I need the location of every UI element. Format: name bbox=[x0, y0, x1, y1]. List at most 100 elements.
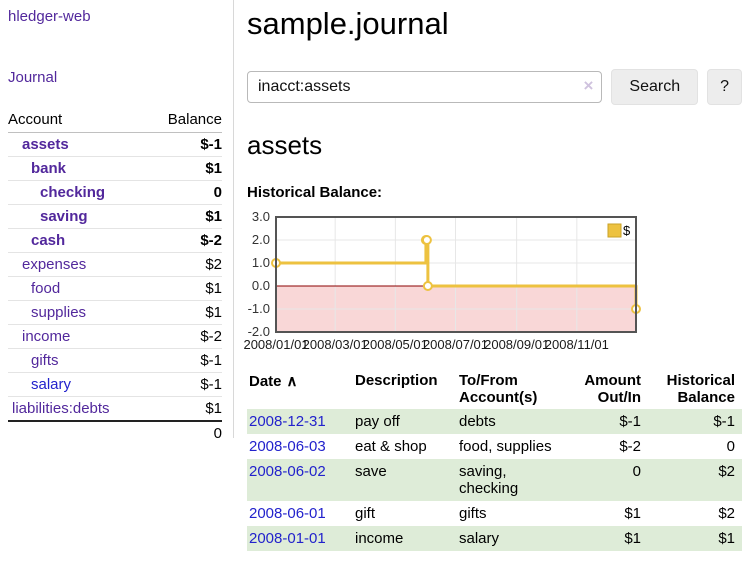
account-link-gifts[interactable]: gifts bbox=[31, 352, 59, 369]
transaction-date-link[interactable]: 2008-06-03 bbox=[249, 438, 326, 455]
app-title-link[interactable]: hledger-web bbox=[8, 8, 91, 25]
account-balance: $1 bbox=[147, 300, 222, 325]
transaction-date-link[interactable]: 2008-01-01 bbox=[249, 530, 326, 547]
transaction-amount: 0 bbox=[632, 463, 641, 480]
main-panel: sample.journal × Search ? assets Histori… bbox=[234, 0, 742, 551]
transaction-description: pay off bbox=[355, 413, 400, 430]
svg-text:3.0: 3.0 bbox=[252, 209, 270, 224]
app-title: hledger-web bbox=[8, 8, 223, 26]
account-link-income[interactable]: income bbox=[22, 328, 71, 345]
account-row-salary: salary $-1 bbox=[8, 372, 222, 397]
svg-text:0.0: 0.0 bbox=[252, 278, 270, 293]
account-row-cash: cash $-2 bbox=[8, 228, 222, 253]
register-row: 2008-12-31 pay off debts $-1 $-1 bbox=[247, 409, 742, 434]
help-button[interactable]: ? bbox=[707, 69, 742, 105]
account-link-bank[interactable]: bank bbox=[31, 160, 67, 177]
account-row-food: food $1 bbox=[8, 276, 222, 301]
transaction-balance: $2 bbox=[718, 505, 735, 522]
account-link-supplies[interactable]: supplies bbox=[31, 304, 87, 321]
svg-text:1.0: 1.0 bbox=[252, 255, 270, 270]
account-link-liabilities-debts[interactable]: liabilities:debts bbox=[12, 400, 110, 417]
search-form: × Search ? bbox=[247, 69, 742, 105]
sidebar: hledger-web Journal Account Balance asse… bbox=[0, 0, 234, 442]
svg-text:2008/01/01: 2008/01/01 bbox=[243, 337, 308, 352]
accounts-total: 0 bbox=[213, 425, 222, 442]
account-row-saving: saving $1 bbox=[8, 204, 222, 229]
accounts-total-row: 0 bbox=[8, 421, 222, 445]
transaction-description: save bbox=[355, 463, 387, 480]
sidebar-item-journal: Journal bbox=[8, 69, 223, 87]
account-row-checking: checking 0 bbox=[8, 180, 222, 205]
transaction-accounts: salary bbox=[459, 530, 500, 547]
account-balance: $2 bbox=[147, 252, 222, 277]
transaction-date-link[interactable]: 2008-12-31 bbox=[249, 413, 326, 430]
account-balance: $-1 bbox=[147, 372, 222, 397]
account-row-bank: bank $1 bbox=[8, 156, 222, 181]
transaction-accounts: food, supplies bbox=[459, 438, 552, 455]
transaction-balance: $2 bbox=[718, 463, 735, 480]
search-input-wrap: × bbox=[247, 71, 603, 103]
account-balance: $-1 bbox=[147, 348, 222, 373]
register-header-date[interactable]: Date ∧ bbox=[247, 369, 347, 409]
account-balance: $1 bbox=[147, 204, 222, 229]
transaction-description: eat & shop bbox=[355, 438, 427, 455]
register-header-description: Description bbox=[355, 372, 438, 389]
account-balance: 0 bbox=[147, 180, 222, 205]
svg-text:2008/05/01: 2008/05/01 bbox=[363, 337, 428, 352]
account-balance: $-2 bbox=[147, 324, 222, 349]
register-header-row: Date ∧ Description To/From Account(s) Amo… bbox=[247, 369, 742, 409]
svg-text:2008/03/01: 2008/03/01 bbox=[303, 337, 368, 352]
svg-text:-1.0: -1.0 bbox=[248, 301, 270, 316]
account-link-checking[interactable]: checking bbox=[40, 184, 106, 201]
transaction-accounts: saving, checking bbox=[459, 463, 519, 497]
svg-text:-2.0: -2.0 bbox=[248, 324, 270, 339]
chart-svg: 3.0 2.0 1.0 0.0 -1.0 -2.02008/01/012008/03/01… bbox=[243, 209, 641, 352]
transaction-amount: $1 bbox=[624, 530, 641, 547]
account-balance: $1 bbox=[147, 396, 222, 422]
date-header-label: Date bbox=[249, 373, 282, 390]
journal-link[interactable]: Journal bbox=[8, 69, 58, 86]
account-heading: assets bbox=[247, 130, 323, 160]
transaction-date-link[interactable]: 2008-06-01 bbox=[249, 505, 326, 522]
transaction-amount: $-2 bbox=[619, 438, 641, 455]
transaction-accounts: gifts bbox=[459, 505, 487, 522]
register-header-accounts: To/From Account(s) bbox=[459, 372, 538, 406]
register-header-balance: Historical Balance bbox=[666, 372, 735, 406]
transaction-balance: 0 bbox=[726, 438, 735, 455]
account-link-saving[interactable]: saving bbox=[40, 208, 88, 225]
account-balance: $-1 bbox=[147, 132, 222, 157]
account-row-income: income $-2 bbox=[8, 324, 222, 349]
register-row: 2008-06-01 gift gifts $1 $2 bbox=[247, 501, 742, 526]
page-title: sample.journal bbox=[247, 6, 449, 41]
account-link-cash[interactable]: cash bbox=[31, 232, 66, 249]
account-row-assets: assets $-1 bbox=[8, 132, 222, 157]
account-row-gifts: gifts $-1 bbox=[8, 348, 222, 373]
transaction-balance: $-1 bbox=[713, 413, 735, 430]
svg-text:2008/09/01: 2008/09/01 bbox=[484, 337, 549, 352]
register-row: 2008-06-03 eat & shop food, supplies $-2… bbox=[247, 434, 742, 459]
transaction-description: gift bbox=[355, 505, 376, 522]
historical-balance-chart: 3.0 2.0 1.0 0.0 -1.0 -2.0 2008/01/01 2008/03/01… bbox=[243, 209, 727, 353]
account-link-food[interactable]: food bbox=[31, 280, 61, 297]
register-table: Date ∧ Description To/From Account(s) Amo… bbox=[247, 369, 742, 551]
sort-ascending-icon: ∧ bbox=[286, 373, 298, 390]
search-input[interactable] bbox=[247, 71, 603, 103]
account-balance: $1 bbox=[147, 156, 222, 181]
svg-text:$: $ bbox=[623, 223, 631, 238]
accounts-header-account: Account bbox=[8, 108, 148, 133]
transaction-date-link[interactable]: 2008-06-02 bbox=[249, 463, 326, 480]
search-button[interactable]: Search bbox=[611, 69, 699, 105]
register-header-amount: Amount Out/In bbox=[584, 372, 641, 406]
clear-search-icon[interactable]: × bbox=[583, 76, 594, 95]
transaction-balance: $1 bbox=[718, 530, 735, 547]
account-row-expenses: expenses $2 bbox=[8, 252, 222, 277]
transaction-amount: $-1 bbox=[619, 413, 641, 430]
register-row: 2008-01-01 income salary $1 $1 bbox=[247, 526, 742, 551]
account-link-salary[interactable]: salary bbox=[31, 376, 72, 393]
account-link-assets[interactable]: assets bbox=[22, 136, 69, 153]
transaction-description: income bbox=[355, 530, 404, 547]
transaction-accounts: debts bbox=[459, 413, 496, 430]
accounts-header-balance: Balance bbox=[147, 108, 222, 133]
account-link-expenses[interactable]: expenses bbox=[22, 256, 87, 273]
svg-text:2.0: 2.0 bbox=[252, 232, 270, 247]
